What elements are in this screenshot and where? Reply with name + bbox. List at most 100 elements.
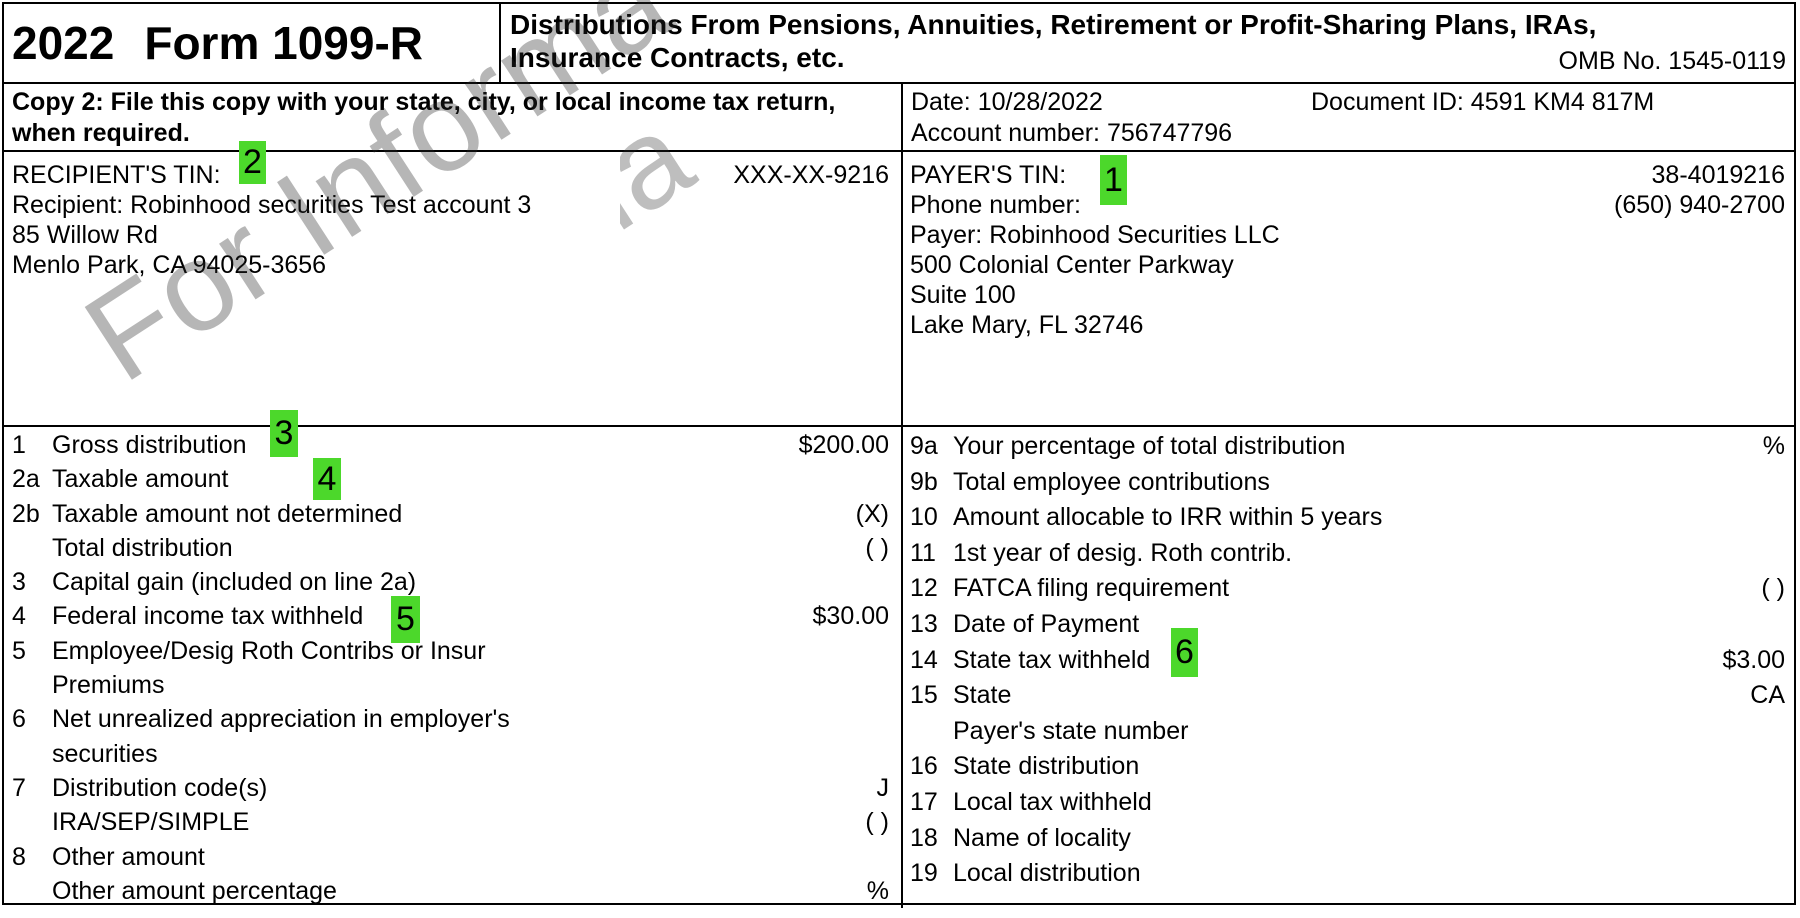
box-number [910,714,953,750]
payer-tin-row: PAYER'S TIN: 38-4019216 [910,160,1785,190]
box-number: 4 [12,602,26,631]
box-label: Federal income tax withheld [52,602,364,631]
box-row-6-continued: securities [12,737,889,771]
box-row-10: 10 Amount allocable to IRR within 5 years [910,500,1785,536]
account-number: Account number: 756747796 [911,118,1785,149]
box-row-8: 8 Other amount [12,840,889,874]
parties-row: RECIPIENT'S TIN: XXX-XX-9216 Recipient: … [4,152,1794,427]
box-label: Net unrealized appreciation in employer'… [52,705,510,734]
box-label: Payer's state number [953,716,1189,745]
form-title-line2: Insurance Contracts, etc. [510,42,845,73]
payer-phone-row: Phone number: (650) 940-2700 [910,190,1785,220]
box-number: 6 [12,705,26,734]
box-row-14: 14 State tax withheld $3.00 [910,643,1785,679]
box-number: 2a [12,465,40,494]
copy-notice: Copy 2: File this copy with your state, … [4,84,903,150]
box-label: State distribution [953,752,1140,781]
meta-line1: Date: 10/28/2022 Document ID: 4591 KM4 8… [911,87,1785,118]
box-value: % [1762,432,1785,460]
box-number [12,531,52,565]
box-label: IRA/SEP/SIMPLE [52,808,250,837]
box-row-9a: 9a Your percentage of total distribution% [910,429,1785,465]
box-row-16: 16 State distribution [910,749,1785,785]
box-row-2a: 2a Taxable amount [12,462,889,496]
recipient-address-line2: Menlo Park, CA 94025-3656 [12,251,327,279]
form-id-cell: 2022 Form 1099-R [4,4,501,82]
recipient-name: Recipient: Robinhood securities Test acc… [12,191,532,219]
box-row-11: 11 1st year of desig. Roth contrib. [910,536,1785,572]
account-value: 756747796 [1106,119,1233,147]
box-label: Premiums [52,671,165,700]
boxes-right-column: 9a Your percentage of total distribution%… [903,427,1794,908]
payer-address-line3: Lake Mary, FL 32746 [910,311,1144,339]
box-row-12: 12 FATCA filing requirement ( ) [910,571,1785,607]
box-value: CA [1750,681,1785,710]
payer-name: Payer: Robinhood Securities LLC [910,221,1280,249]
box-row-ira-sep-simple: IRA/SEP/SIMPLE ( ) [12,805,889,839]
box-number [12,668,52,702]
box-number: 10 [910,503,938,532]
box-label: 1st year of desig. Roth contrib. [953,538,1293,567]
recipient-tin-row: RECIPIENT'S TIN: XXX-XX-9216 [12,160,889,190]
copy-meta-row: Copy 2: File this copy with your state, … [4,84,1794,152]
box-row-18: 18 Name of locality [910,821,1785,857]
box-label: Other amount percentage [52,876,337,905]
box-value: $30.00 [812,602,889,631]
highlight-marker-3: 3 [270,410,298,457]
date-value: 10/28/2022 [977,88,1103,116]
box-row-3: 3 Capital gain (included on line 2a) [12,565,889,599]
box-label: Total employee contributions [953,467,1270,496]
box-label: Distribution code(s) [52,773,268,802]
box-number: 19 [910,859,938,888]
payer-tin-value: 38-4019216 [1651,161,1785,189]
box-row-total-distribution: Total distribution ( ) [12,531,889,565]
form-year: 2022 [12,17,115,69]
box-number: 9a [910,432,938,460]
recipient-block: RECIPIENT'S TIN: XXX-XX-9216 Recipient: … [4,152,903,425]
box-row-5-continued: Premiums [12,668,889,702]
copy-notice-line2: when required. [12,119,190,147]
box-number: 18 [910,823,938,852]
box-row-19: 19 Local distribution [910,856,1785,892]
highlight-marker-4: 4 [313,458,341,500]
payer-phone-value: (650) 940-2700 [1614,191,1785,219]
box-label: Taxable amount not determined [52,499,403,528]
box-value: (X) [855,499,889,528]
highlight-marker-1: 1 [1100,155,1127,205]
box-number: 3 [12,568,26,597]
box-number: 2b [12,499,40,528]
box-label: Gross distribution [52,431,247,459]
payer-phone-label: Phone number: [910,191,1081,219]
boxes-left-column: 1 Gross distribution $200.00 2a Taxable amo… [4,427,903,909]
highlight-marker-5: 5 [391,596,420,643]
document-date: Date: 10/28/2022 [911,87,1311,118]
box-label: Local tax withheld [953,787,1152,816]
form-title-line1: Distributions From Pensions, Annuities, … [510,9,1597,40]
box-number: 9b [910,467,938,496]
payer-address-line2: Suite 100 [910,281,1016,309]
account-label: Account number: [911,119,1100,147]
box-row-4: 4 Federal income tax withheld $30.00 [12,599,889,633]
box-label: Amount allocable to IRR within 5 years [953,503,1383,532]
recipient-address-line1: 85 Willow Rd [12,221,158,249]
box-number: 11 [910,538,936,567]
box-number: 1 [12,431,26,459]
highlight-marker-6: 6 [1171,628,1198,677]
box-value: J [876,773,890,802]
box-value: $200.00 [798,431,889,459]
form-header: 2022 Form 1099-R Distributions From Pensi… [4,4,1794,84]
recipient-tin-label: RECIPIENT'S TIN: [12,161,221,189]
box-row-1: 1 Gross distribution $200.00 [12,428,889,462]
copy-notice-line1: Copy 2: File this copy with your state, … [12,88,836,116]
box-row-15: 15 State CA [910,678,1785,714]
box-row-13: 13 Date of Payment [910,607,1785,643]
box-row-other-amount-percentage: Other amount percentage% [12,874,889,908]
box-row-9b: 9b Total employee contributions [910,465,1785,501]
box-row-6: 6 Net unrealized appreciation in employer… [12,702,889,736]
payer-address-line1: 500 Colonial Center Parkway [910,251,1234,279]
box-number: 16 [910,752,938,781]
highlight-marker-2: 2 [239,141,266,184]
document-id-label: Document ID: [1311,88,1464,116]
box-number: 17 [910,787,938,816]
